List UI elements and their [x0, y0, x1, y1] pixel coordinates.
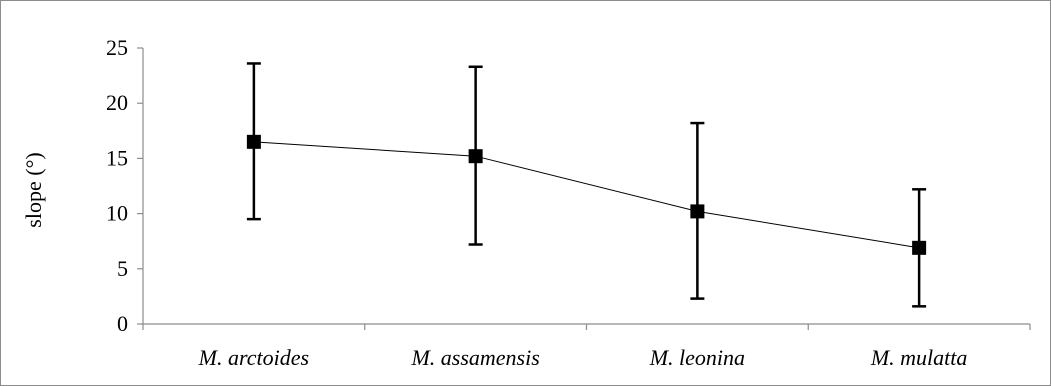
- y-tick-label: 20: [106, 90, 128, 115]
- y-tick-label: 10: [106, 201, 128, 226]
- data-marks: [246, 62, 927, 308]
- data-point: [468, 149, 483, 164]
- y-tick-label: 5: [117, 256, 128, 281]
- series-line: [253, 141, 920, 249]
- data-point: [690, 204, 705, 219]
- y-tick-label: 25: [106, 35, 128, 60]
- axes: 0 5 10 15 20 25 M. arctoides M. assamensis M. le…: [106, 35, 1031, 370]
- data-point: [912, 240, 927, 255]
- data-point: [246, 134, 261, 149]
- x-category-label: M. leonina: [649, 345, 745, 370]
- y-axis-title: slope (°): [21, 152, 46, 227]
- x-category-label: M. assamensis: [410, 345, 539, 370]
- x-category-label: M. arctoides: [198, 345, 309, 370]
- y-tick-label: 0: [117, 311, 128, 336]
- y-tick-label: 15: [106, 145, 128, 170]
- x-category-label: M. mulatta: [870, 345, 968, 370]
